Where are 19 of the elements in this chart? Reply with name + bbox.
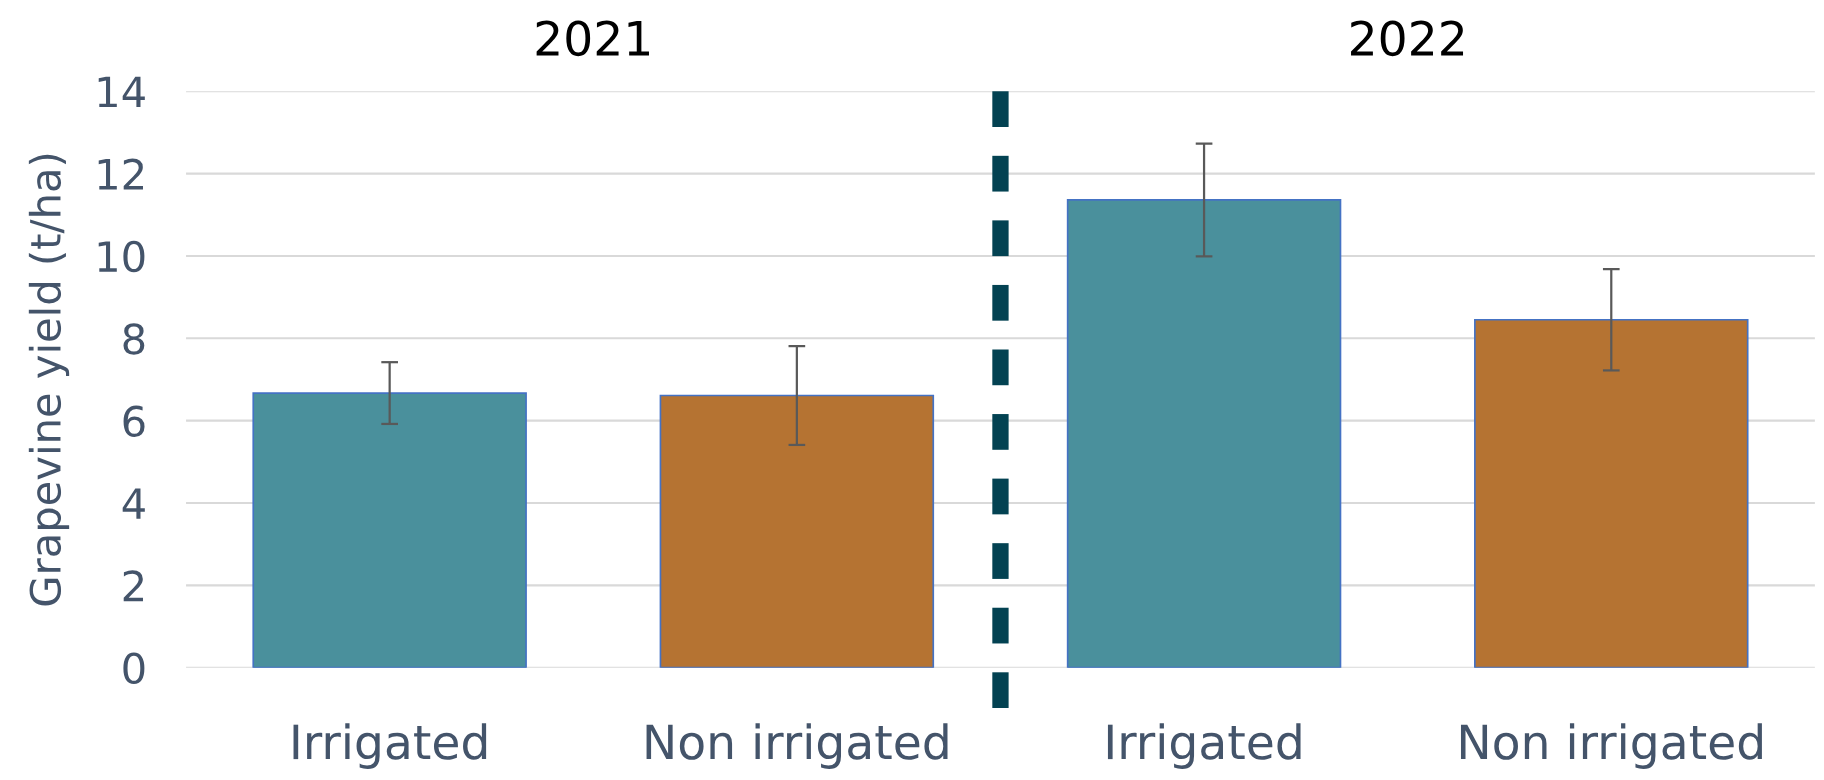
y-tick-label: 0 (123, 652, 145, 685)
bar (1066, 199, 1342, 668)
text: 2021 (536, 20, 649, 57)
x-tick-label: Irrigated (1107, 723, 1301, 769)
text: 2022 (1351, 20, 1464, 57)
y-tick-label: 6 (123, 405, 145, 438)
y-tick-label: 10 (98, 240, 145, 273)
x-tick-label: Non irrigated (1460, 723, 1762, 769)
x-tick-label: Irrigated (293, 723, 487, 769)
bar (659, 394, 935, 668)
y-tick-label: 14 (98, 76, 145, 108)
x-tick-label: Non irrigated (646, 723, 948, 769)
y-tick-label: 4 (122, 488, 145, 519)
y-tick-label: 12 (98, 158, 143, 190)
y-tick-label: 2 (123, 570, 143, 602)
bar (252, 392, 527, 668)
y-tick-label: 8 (123, 323, 145, 355)
y-axis-title: Grapevine yield (t/ha) (28, 154, 70, 606)
bar (1474, 318, 1749, 668)
